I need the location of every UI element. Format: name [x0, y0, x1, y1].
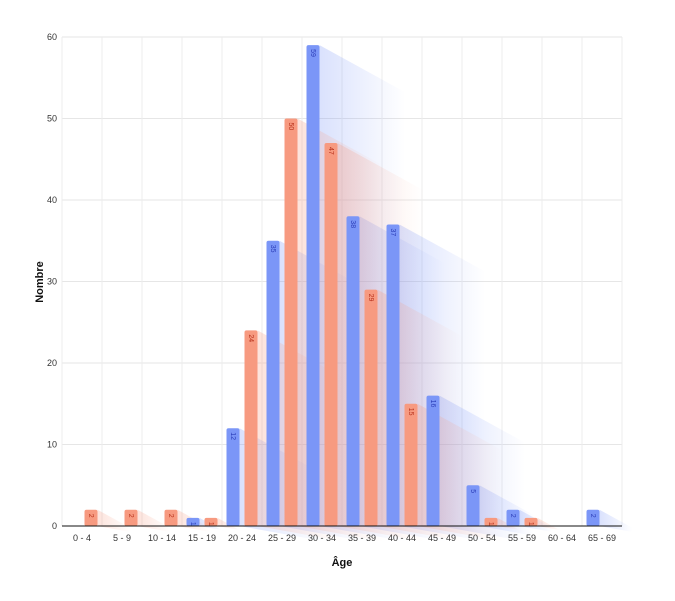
bar [84, 509, 98, 526]
data-label: 47 [327, 147, 334, 155]
y-tick-label: 10 [47, 440, 57, 450]
x-tick-label: 40 - 44 [388, 533, 416, 543]
bar [404, 403, 418, 526]
data-label: 1 [487, 522, 494, 526]
data-label: 1 [527, 522, 534, 526]
y-tick-label: 20 [47, 358, 57, 368]
y-axis-title: Nombre [34, 261, 46, 303]
bar [364, 289, 378, 526]
x-tick-label: 60 - 64 [548, 533, 576, 543]
data-label: 5 [469, 489, 476, 493]
data-label: 12 [229, 432, 236, 440]
bar [124, 509, 138, 526]
x-tick-label: 30 - 34 [308, 533, 336, 543]
bar [266, 240, 280, 526]
data-label: 38 [349, 220, 356, 228]
bars [84, 45, 600, 527]
data-label: 35 [269, 245, 276, 253]
data-label: 2 [167, 514, 174, 518]
data-label: 1 [189, 522, 196, 526]
y-tick-label: 60 [47, 32, 57, 42]
x-axis-title: Âge [332, 556, 353, 569]
data-label: 37 [389, 228, 396, 236]
data-label: 15 [407, 408, 414, 416]
bar-shadow [599, 509, 633, 532]
bar [186, 517, 200, 526]
bar [484, 517, 498, 526]
bar [284, 118, 298, 526]
data-label: 2 [589, 514, 596, 518]
x-tick-label: 10 - 14 [148, 533, 176, 543]
bar [346, 216, 360, 527]
bar [324, 142, 338, 526]
bar [524, 517, 538, 526]
data-label: 2 [87, 514, 94, 518]
bar [386, 224, 400, 526]
bar [244, 330, 258, 526]
data-label: 29 [367, 294, 374, 302]
data-labels: 1 12 35 59 38 37 16 5 2 2 2 2 2 1 24 50 47 29 15 1 1 [87, 49, 596, 526]
x-tick-label: 35 - 39 [348, 533, 376, 543]
data-label: 59 [309, 49, 316, 57]
bar [306, 45, 320, 527]
bar [466, 485, 480, 526]
y-tick-label: 30 [47, 277, 57, 287]
axes: 0 10 20 30 40 50 60 0 - 4 5 - 9 10 - 14 15 - 19 20 … [47, 32, 622, 543]
y-tick-label: 50 [47, 114, 57, 124]
x-tick-label: 45 - 49 [428, 533, 456, 543]
bar-shadow [537, 517, 563, 532]
data-label: 16 [429, 400, 436, 408]
x-tick-label: 20 - 24 [228, 533, 256, 543]
x-tick-label: 65 - 69 [588, 533, 616, 543]
bar [204, 517, 218, 526]
data-label: 2 [127, 514, 134, 518]
data-label: 1 [207, 522, 214, 526]
x-tick-label: 15 - 19 [188, 533, 216, 543]
x-tick-label: 0 - 4 [73, 533, 91, 543]
bar [164, 509, 178, 526]
bar [426, 395, 440, 526]
data-label: 50 [287, 123, 294, 131]
bar [586, 509, 600, 526]
y-tick-label: 0 [52, 521, 57, 531]
bar [506, 509, 520, 526]
x-tick-label: 5 - 9 [113, 533, 131, 543]
x-tick-label: 25 - 29 [268, 533, 296, 543]
bar [226, 428, 240, 526]
data-label: 24 [247, 334, 254, 342]
data-label: 2 [509, 514, 516, 518]
y-tick-label: 40 [47, 195, 57, 205]
x-tick-label: 50 - 54 [468, 533, 496, 543]
x-tick-label: 55 - 59 [508, 533, 536, 543]
